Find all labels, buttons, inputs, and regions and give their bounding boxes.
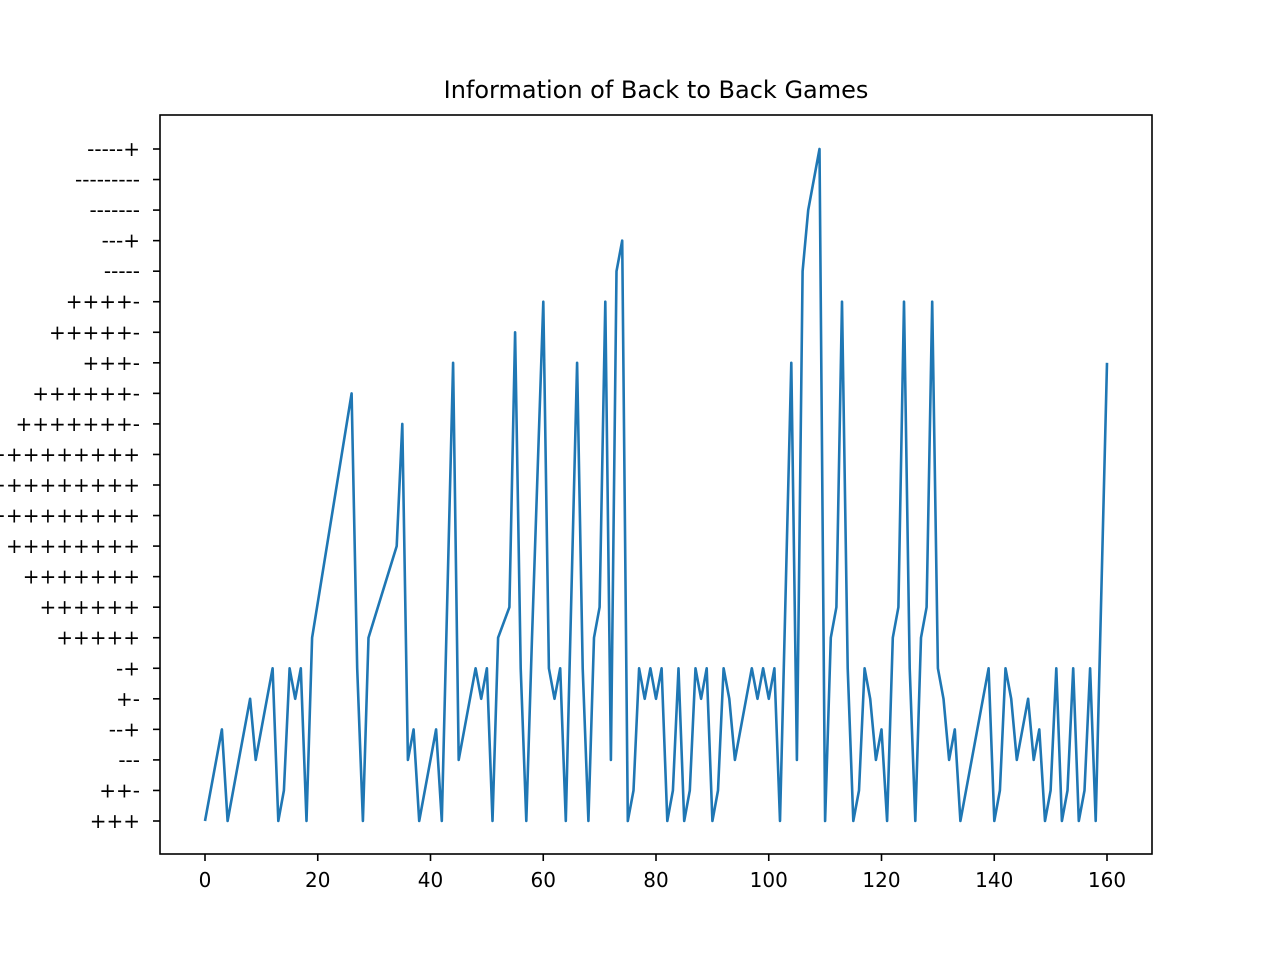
y-tick-label: ++++- (66, 290, 140, 314)
y-tick-label: --+ (109, 717, 140, 741)
y-tick-label: +++++++ (23, 565, 140, 589)
y-tick-label: ----- (104, 259, 140, 283)
series-line (203, 147, 1109, 823)
x-tick-label: 100 (750, 868, 788, 892)
y-tick-label: ++++++- (32, 381, 140, 405)
x-tick-label: 120 (862, 868, 900, 892)
y-tick-label: -----+ (87, 137, 140, 161)
y-tick-label: ++++++ (39, 595, 140, 619)
y-tick-label: --------- (75, 168, 140, 192)
y-tick-label: -+ (116, 656, 140, 680)
y-tick-label: ------- (89, 198, 140, 222)
y-tick-label: +++++++++++ (0, 442, 140, 466)
y-tick-label: +++- (83, 351, 141, 375)
y-tick-label: +- (116, 687, 140, 711)
x-tick-label: 40 (418, 868, 443, 892)
y-tick-label: ++- (99, 778, 140, 802)
y-tick-label: ++++++++++ (0, 473, 140, 497)
x-tick-label: 80 (643, 868, 668, 892)
y-tick-label: +++ (90, 809, 140, 833)
y-tick-label: ---+ (102, 229, 140, 253)
y-tick-label: +++++++++ (0, 504, 140, 528)
y-tick-label: ++++++++ (6, 534, 140, 558)
x-tick-label: 60 (531, 868, 556, 892)
y-tick-label: --- (118, 748, 140, 772)
y-tick-label: +++++ (56, 626, 140, 650)
y-tick-label: +++++- (49, 320, 140, 344)
x-tick-label: 0 (199, 868, 212, 892)
chart-title: Information of Back to Back Games (444, 76, 869, 104)
x-tick-label: 160 (1088, 868, 1126, 892)
y-axis: +++++------++--+++++++++++++++++++++++++… (0, 137, 160, 833)
x-tick-label: 20 (305, 868, 330, 892)
x-tick-label: 140 (975, 868, 1013, 892)
y-tick-label: +++++++- (15, 412, 140, 436)
x-axis: 0 20 40 60 80 100 120 140 160 (199, 854, 1126, 892)
